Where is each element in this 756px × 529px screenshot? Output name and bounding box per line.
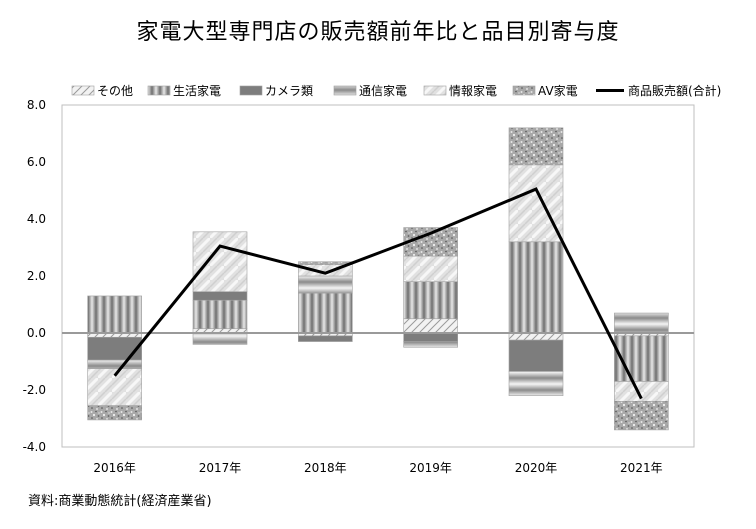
legend-label: 通信家電 xyxy=(359,83,407,98)
bar-segment xyxy=(614,401,669,431)
bar-segment xyxy=(403,281,458,320)
bar-segment xyxy=(403,332,458,342)
bar-segment xyxy=(87,295,142,334)
bars xyxy=(87,127,669,431)
source-note: 資料:商業動態統計(経済産業省) xyxy=(28,494,212,509)
x-tick-label: 2017年 xyxy=(199,461,242,475)
legend-label: カメラ類 xyxy=(265,84,313,98)
plot-border xyxy=(61,104,695,448)
x-tick-label: 2019年 xyxy=(409,461,452,475)
bar-segment xyxy=(508,371,564,397)
bar-segment xyxy=(192,231,248,292)
bar-segment xyxy=(403,341,458,348)
x-axis: 2016年 2017年 2018年 2019年 2020年 2021年 xyxy=(93,461,662,475)
bar-segment xyxy=(87,405,142,421)
x-tick-label: 2021年 xyxy=(620,461,663,475)
bar-segment xyxy=(508,339,564,372)
bar-segment xyxy=(192,299,248,330)
bar-segment xyxy=(508,332,564,341)
y-axis: 8.0 6.0 4.0 2.0 0.0 -2.0 -4.0 xyxy=(23,98,46,454)
bar-segment xyxy=(87,336,142,361)
y-tick-label: -4.0 xyxy=(23,440,46,454)
y-tick-label: -2.0 xyxy=(23,383,46,397)
y-tick-label: 8.0 xyxy=(27,98,46,112)
bar-segment xyxy=(614,335,669,382)
bar-segment xyxy=(508,241,564,334)
bar-segment xyxy=(298,292,353,334)
legend-swatch xyxy=(333,85,357,96)
y-tick-label: 0.0 xyxy=(27,326,46,340)
legend-swatch xyxy=(239,85,263,96)
bar-segment xyxy=(298,335,353,342)
total-line-series xyxy=(113,187,643,400)
bar-segment xyxy=(87,359,142,369)
plot-area xyxy=(61,104,695,448)
y-tick-label: 4.0 xyxy=(27,212,46,226)
legend-label: 商品販売額(合計) xyxy=(628,83,721,98)
legend-swatch xyxy=(512,85,536,96)
legend-label: 生活家電 xyxy=(173,83,221,98)
legend-swatch xyxy=(147,85,171,96)
bar-segment xyxy=(508,127,564,166)
legend-label: 情報家電 xyxy=(449,83,497,98)
line-series-total xyxy=(113,187,643,400)
legend: その他 生活家電 カメラ類 通信家電 情報家電 AV家電 商品販売額(合計) xyxy=(71,83,721,98)
legend-label: AV家電 xyxy=(538,83,578,98)
y-tick-label: 2.0 xyxy=(27,269,46,283)
bar-segment xyxy=(298,275,353,294)
x-tick-label: 2020年 xyxy=(515,461,558,475)
y-tick-label: 6.0 xyxy=(27,155,46,169)
bar-segment xyxy=(403,255,458,282)
bar-segment xyxy=(508,164,564,243)
bar-segment xyxy=(614,312,669,334)
chart-title: 家電大型専門店の販売額前年比と品目別寄与度 xyxy=(136,20,620,45)
bar-segment xyxy=(298,261,353,265)
legend-label: その他 xyxy=(97,84,133,98)
bar-segment xyxy=(403,318,458,334)
bar-segment xyxy=(192,332,248,345)
legend-swatch xyxy=(423,85,447,96)
legend-swatch xyxy=(71,85,95,96)
x-tick-label: 2016年 xyxy=(93,461,136,475)
x-tick-label: 2018年 xyxy=(304,461,347,475)
bar-segment xyxy=(192,291,248,301)
